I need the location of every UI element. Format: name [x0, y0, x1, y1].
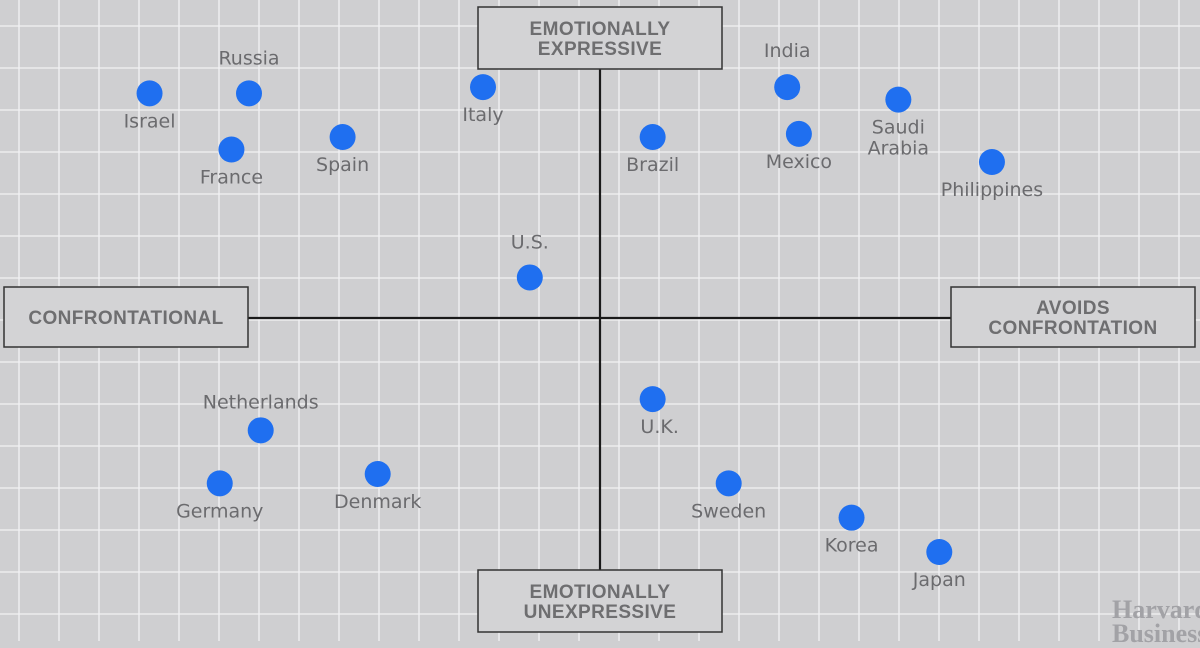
point-russia: Russia: [218, 47, 280, 107]
country-dot: [247, 417, 274, 444]
axis-label-text: EMOTIONALLY: [530, 582, 671, 603]
point-philippines: Philippines: [941, 149, 1043, 201]
point-italy: Italy: [462, 74, 504, 126]
country-label: Korea: [825, 535, 879, 557]
country-label: Netherlands: [203, 391, 319, 413]
point-u-k: U.K.: [639, 386, 679, 438]
country-dot: [885, 86, 912, 113]
country-label: India: [764, 40, 811, 62]
axis-label-confrontational: CONFRONTATIONAL: [3, 286, 249, 348]
data-points: Israel Russia France Spain Italy U.S. Brazil In…: [124, 40, 1044, 591]
country-label: U.S.: [511, 231, 549, 253]
country-label: Saudi: [872, 117, 925, 139]
axis-label-text: CONFRONTATIONAL: [28, 308, 223, 329]
country-label: Brazil: [626, 154, 679, 176]
watermark-logo: Harvard Business: [1112, 595, 1200, 648]
country-dot: [218, 136, 245, 163]
axis-label-text: EMOTIONALLY: [530, 19, 671, 40]
country-dot: [785, 120, 812, 147]
country-dot: [516, 264, 543, 291]
country-label: Spain: [316, 154, 369, 176]
country-label: France: [200, 167, 263, 189]
point-sweden: Sweden: [691, 470, 766, 522]
country-label: Japan: [912, 569, 966, 591]
country-dot: [470, 74, 496, 101]
point-france: France: [200, 136, 263, 189]
axis-label-text: EXPRESSIVE: [538, 39, 662, 60]
country-label: Italy: [462, 104, 503, 126]
axis-label-box: [950, 286, 1196, 348]
country-label: Denmark: [334, 491, 421, 513]
country-dot: [639, 386, 666, 413]
country-dot: [236, 80, 262, 107]
country-label: U.K.: [640, 416, 678, 438]
point-spain: Spain: [316, 124, 369, 176]
country-dot: [838, 504, 865, 531]
axis-labels: EMOTIONALLYEXPRESSIVEEMOTIONALLYUNEXPRES…: [3, 6, 1196, 633]
point-netherlands: Netherlands: [203, 391, 319, 444]
country-dot: [926, 539, 953, 565]
country-dot: [206, 470, 233, 497]
point-denmark: Denmark: [334, 461, 421, 513]
country-dot: [978, 149, 1005, 175]
country-dot: [639, 124, 666, 151]
country-dot: [715, 470, 742, 497]
point-u-s: U.S.: [511, 231, 549, 291]
country-label: Arabia: [868, 138, 929, 160]
axis-label-text: AVOIDS: [1036, 298, 1110, 319]
country-dot: [364, 461, 391, 487]
country-label: Germany: [176, 500, 263, 522]
country-dot: [329, 124, 356, 151]
axis-label-text: CONFRONTATION: [988, 318, 1157, 339]
axis-label-box: [477, 569, 723, 633]
axis-label-text: UNEXPRESSIVE: [524, 602, 677, 623]
point-israel: Israel: [124, 80, 176, 132]
point-india: India: [764, 40, 811, 101]
watermark-line: Business: [1112, 619, 1200, 648]
watermark-line: Harvard: [1112, 595, 1200, 624]
country-label: Sweden: [691, 500, 766, 522]
country-label: Russia: [218, 47, 279, 69]
axis-label-box: [477, 6, 723, 70]
country-dot: [774, 74, 801, 101]
country-label: Israel: [124, 110, 176, 132]
point-japan: Japan: [912, 539, 966, 591]
country-dot: [136, 80, 163, 107]
axis-label-box: [3, 286, 249, 348]
point-germany: Germany: [176, 470, 263, 522]
country-label: Mexico: [766, 151, 832, 173]
point-brazil: Brazil: [626, 124, 679, 176]
point-korea: Korea: [825, 504, 879, 557]
point-mexico: Mexico: [766, 120, 832, 173]
axes: [248, 68, 951, 570]
country-label: Philippines: [941, 179, 1043, 201]
